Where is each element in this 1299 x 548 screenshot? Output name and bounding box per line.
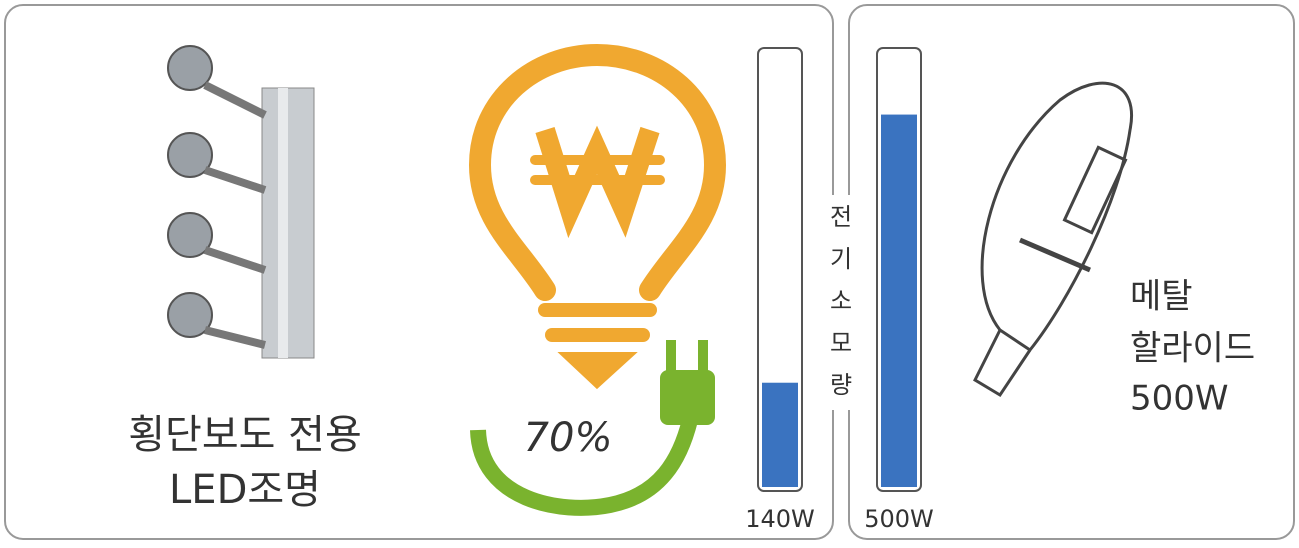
bar [762,383,798,487]
right-title: 메탈 [1130,277,1193,317]
infographic: 70% 횡단보도 전용 LED조명 메탈 할라이드 500W 140W 500W 전… [0,0,1299,544]
axis-label: 전 [830,203,852,231]
right-title: 할라이드 [1130,329,1255,369]
bar [881,115,917,487]
left-title: LED조명 [169,467,321,513]
savings-label: 70% [524,415,613,461]
value-label: 140W [745,505,815,533]
axis-label: 량 [830,371,852,399]
left-panel [5,5,833,539]
value-label: 500W [864,505,934,533]
right-title: 500W [1130,379,1229,419]
axis-label: 모 [830,329,852,357]
axis-label: 기 [830,245,852,273]
axis-label: 소 [830,287,852,315]
left-title: 횡단보도 전용 [128,412,362,458]
